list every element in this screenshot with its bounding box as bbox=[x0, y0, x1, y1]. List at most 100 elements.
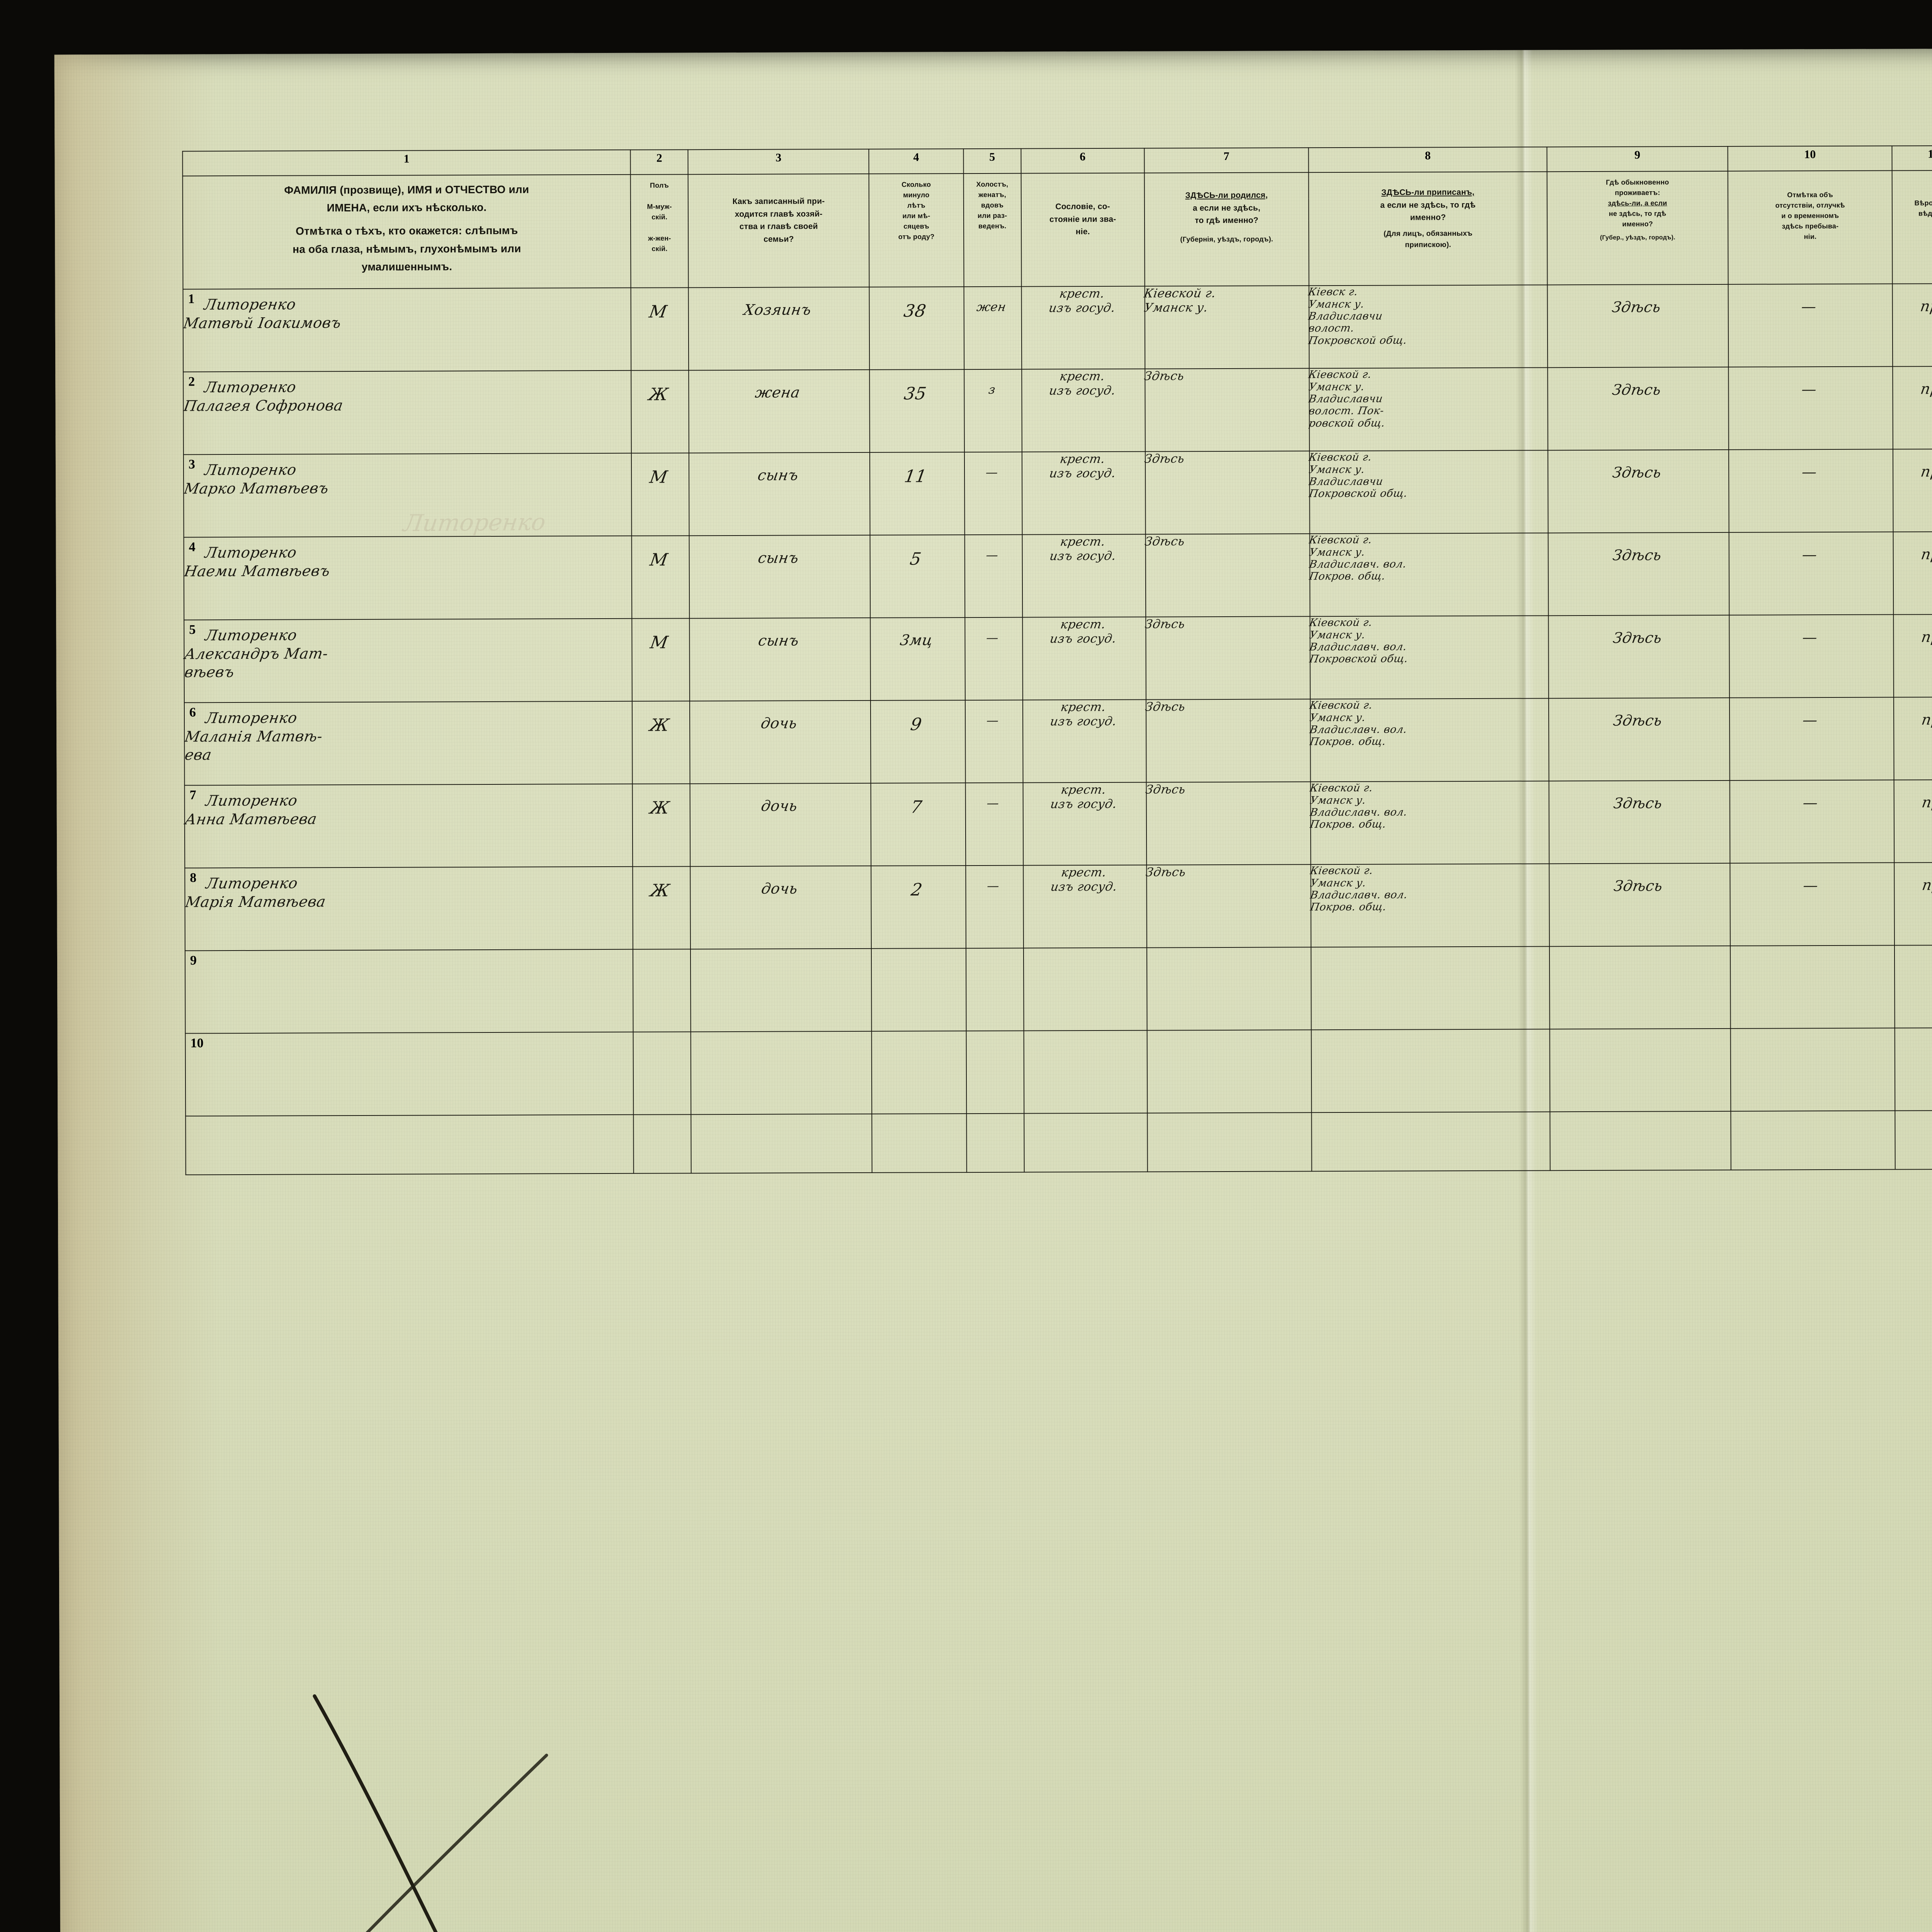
cell-residence[interactable]: Здѣсь bbox=[1548, 367, 1729, 451]
cell-name[interactable]: 3 Литоренко Марко Матвѣевъ bbox=[183, 453, 632, 537]
cell-registration[interactable]: Кіевской г. Уманск у. Владиславч. вол. П… bbox=[1309, 781, 1549, 865]
cell-sex[interactable]: М bbox=[631, 287, 689, 371]
cell-residence[interactable]: Здѣсь bbox=[1548, 698, 1730, 781]
cell-birthplace[interactable] bbox=[1147, 1030, 1312, 1113]
cell-name[interactable]: 5 Литоренко Александръ Мат- вѣевъ bbox=[183, 619, 633, 703]
cell-absence[interactable]: — bbox=[1728, 449, 1893, 533]
cell-relation[interactable]: сынъ bbox=[689, 535, 871, 619]
cell-sex[interactable] bbox=[633, 1032, 691, 1115]
cell-residence[interactable]: Здѣсь bbox=[1547, 284, 1729, 368]
cell-relation[interactable]: дочь bbox=[690, 783, 871, 867]
cell-absence[interactable]: — bbox=[1729, 697, 1894, 781]
cell-residence[interactable]: Здѣсь bbox=[1548, 450, 1729, 533]
cell-absence[interactable]: — bbox=[1729, 532, 1894, 616]
cell-religion[interactable]: пр. bbox=[1893, 366, 1932, 449]
cell-registration[interactable] bbox=[1311, 946, 1550, 1030]
cell-relation[interactable]: сынъ bbox=[689, 452, 870, 536]
cell-registration[interactable]: Кіевской г. Уманск у. Владиславчи Покров… bbox=[1308, 450, 1548, 534]
table-row[interactable]: 2 Литоренко Палагея Софронова Ж жена 35 … bbox=[182, 364, 1932, 455]
cell-estate[interactable] bbox=[1024, 1030, 1147, 1114]
cell-relation[interactable] bbox=[690, 1031, 872, 1115]
cell-religion[interactable]: пр. bbox=[1892, 284, 1932, 367]
table-row[interactable]: 10 1 2 bbox=[185, 1026, 1932, 1116]
cell-age[interactable]: 9 bbox=[871, 700, 966, 784]
table-row[interactable]: 8 Литоренко Марія Матвѣева Ж дочь 2 — кр… bbox=[184, 860, 1932, 951]
cell-birthplace[interactable]: Здѣсь bbox=[1144, 534, 1310, 617]
cell-relation[interactable]: жена bbox=[689, 370, 870, 453]
cell-marital[interactable]: з bbox=[964, 369, 1022, 452]
cell-name[interactable]: 8 Литоренко Марія Матвѣева bbox=[184, 867, 633, 951]
cell-absence[interactable] bbox=[1730, 1028, 1895, 1112]
cell-birthplace[interactable]: Здѣсь bbox=[1143, 368, 1310, 452]
cell-sex[interactable]: Ж bbox=[632, 784, 690, 867]
cell-name[interactable]: 1 Литоренко Матвѣй Іоакимовъ bbox=[182, 288, 631, 372]
cell-registration[interactable]: Кіевской г. Уманск у. Владиславч. вол. П… bbox=[1309, 616, 1549, 699]
cell-marital[interactable]: — bbox=[965, 700, 1023, 783]
cell-religion[interactable] bbox=[1895, 1028, 1932, 1111]
cell-residence[interactable] bbox=[1549, 946, 1731, 1029]
cell-religion[interactable]: пр. bbox=[1893, 614, 1932, 697]
cell-estate[interactable]: крест. изъ госуд. bbox=[1021, 369, 1145, 452]
cell-registration[interactable]: Кіевск г. Уманск у. Владиславчи волост. … bbox=[1308, 285, 1548, 369]
cell-relation[interactable] bbox=[690, 949, 872, 1032]
cell-registration[interactable]: Кіевской г. Уманск у. Владиславчи волост… bbox=[1308, 367, 1548, 451]
cell-registration[interactable]: Кіевской г. Уманск у. Владиславч. вол. П… bbox=[1309, 698, 1549, 782]
table-row[interactable]: 1 Литоренко Матвѣй Іоакимовъ М Хозяинъ 3… bbox=[182, 281, 1932, 372]
cell-estate[interactable]: крест. изъ госуд. bbox=[1022, 451, 1146, 535]
cell-marital[interactable]: — bbox=[964, 452, 1022, 535]
cell-religion[interactable]: пр. bbox=[1894, 697, 1932, 780]
cell-marital[interactable]: жен bbox=[964, 286, 1022, 370]
cell-religion[interactable]: пр. bbox=[1894, 780, 1932, 863]
table-row[interactable]: 3 Литоренко Марко Матвѣевъ М сынъ 11 — к… bbox=[183, 447, 1932, 537]
cell-relation[interactable]: дочь bbox=[690, 866, 872, 949]
cell-sex[interactable]: М bbox=[631, 536, 690, 619]
cell-sex[interactable]: М bbox=[632, 618, 690, 702]
cell-age[interactable]: 2 bbox=[871, 866, 966, 949]
cell-birthplace[interactable]: Здѣсь bbox=[1144, 616, 1311, 700]
cell-birthplace[interactable]: Кіевской г. Уманск у. bbox=[1143, 286, 1310, 369]
cell-registration[interactable]: Кіевской г. Уманск у. Владиславч. вол. П… bbox=[1310, 864, 1549, 947]
table-row[interactable]: 4 Литоренко Наеми Матвѣевъ М сынъ 5 — кр… bbox=[183, 529, 1932, 620]
cell-religion[interactable]: пр. bbox=[1893, 532, 1932, 615]
cell-religion[interactable] bbox=[1895, 945, 1932, 1028]
cell-absence[interactable]: — bbox=[1728, 284, 1893, 367]
cell-marital[interactable] bbox=[966, 1031, 1024, 1114]
table-row[interactable]: 6 Литоренко Маланія Матвѣ- ева Ж дочь 9 … bbox=[184, 695, 1932, 786]
cell-birthplace[interactable]: Здѣсь bbox=[1145, 782, 1311, 865]
cell-marital[interactable]: — bbox=[966, 865, 1024, 949]
cell-residence[interactable]: Здѣсь bbox=[1548, 615, 1730, 699]
cell-estate[interactable]: крест. изъ госуд. bbox=[1022, 617, 1146, 700]
cell-residence[interactable]: Здѣсь bbox=[1549, 863, 1730, 947]
cell-absence[interactable]: — bbox=[1728, 366, 1893, 450]
cell-marital[interactable]: — bbox=[965, 782, 1023, 866]
cell-age[interactable]: 11 bbox=[870, 452, 965, 536]
cell-registration[interactable] bbox=[1311, 1029, 1550, 1113]
cell-registration[interactable]: Кіевской г. Уманск у. Владиславч. вол. П… bbox=[1308, 533, 1549, 617]
cell-birthplace[interactable]: Здѣсь bbox=[1143, 451, 1310, 534]
cell-age[interactable]: 7 bbox=[871, 783, 966, 866]
cell-relation[interactable]: дочь bbox=[690, 701, 871, 784]
cell-name[interactable]: 7 Литоренко Анна Матвѣева bbox=[184, 784, 633, 868]
cell-sex[interactable]: М bbox=[631, 453, 689, 536]
cell-marital[interactable]: — bbox=[965, 617, 1023, 701]
cell-name[interactable]: 4 Литоренко Наеми Матвѣевъ bbox=[183, 536, 632, 620]
cell-age[interactable] bbox=[871, 1031, 967, 1114]
cell-age[interactable] bbox=[871, 948, 966, 1032]
cell-name[interactable]: 10 bbox=[185, 1032, 634, 1116]
cell-sex[interactable]: Ж bbox=[632, 701, 690, 784]
cell-sex[interactable]: Ж bbox=[631, 370, 689, 454]
cell-relation[interactable]: Хозяинъ bbox=[688, 287, 870, 371]
cell-absence[interactable]: — bbox=[1730, 862, 1895, 946]
cell-estate[interactable]: крест. изъ госуд. bbox=[1022, 534, 1146, 617]
cell-estate[interactable]: крест. изъ госуд. bbox=[1023, 782, 1146, 866]
cell-sex[interactable] bbox=[633, 949, 691, 1032]
cell-name[interactable]: 9 bbox=[185, 949, 633, 1034]
cell-residence[interactable]: Здѣсь bbox=[1548, 532, 1730, 616]
cell-birthplace[interactable]: Здѣсь bbox=[1145, 864, 1311, 948]
cell-age[interactable]: 35 bbox=[869, 369, 964, 453]
cell-relation[interactable]: сынъ bbox=[689, 618, 871, 701]
cell-sex[interactable]: Ж bbox=[633, 866, 691, 950]
cell-age[interactable]: 5 bbox=[870, 535, 965, 618]
cell-religion[interactable]: пр. bbox=[1894, 862, 1932, 946]
cell-estate[interactable]: крест. изъ госуд. bbox=[1021, 286, 1145, 369]
